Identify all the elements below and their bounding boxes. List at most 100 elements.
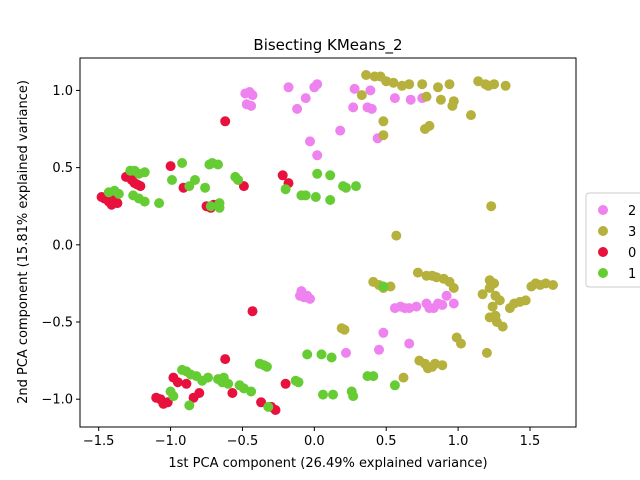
point-series-2 [349,83,360,94]
point-series-1 [325,195,336,205]
point-series-1 [368,371,379,382]
point-series-1 [246,386,257,397]
point-series-2 [441,290,452,301]
point-series-1 [113,188,124,199]
point-series-2 [378,327,389,338]
point-series-3 [424,120,435,131]
x-tick-label: −0.5 [227,434,259,449]
point-series-1 [316,349,327,360]
point-series-0 [280,378,291,389]
point-series-0 [172,377,183,388]
point-series-2 [405,94,416,105]
point-series-1 [326,352,337,363]
y-tick-label: −1.0 [41,393,73,408]
point-series-3 [481,347,492,358]
point-series-1 [300,190,311,201]
point-series-2 [389,93,400,104]
point-series-1 [341,182,351,193]
series-3 [336,70,558,383]
point-series-1 [310,192,321,202]
point-series-0 [181,378,192,389]
point-series-1 [214,202,225,213]
point-series-1 [389,380,400,391]
point-series-1 [217,377,228,388]
point-series-3 [398,372,409,383]
legend: 2 3 0 1 [585,192,640,288]
point-series-3 [489,278,500,289]
point-series-3 [421,91,432,102]
point-series-3 [466,110,476,121]
point-series-0 [220,354,231,365]
point-series-3 [500,80,511,91]
point-series-3 [437,360,448,371]
point-series-1 [348,391,359,402]
point-series-3 [339,324,350,335]
point-series-0 [227,388,238,398]
point-series-3 [378,116,389,127]
point-series-1 [312,168,323,179]
x-tick-label: 0.0 [304,434,325,449]
point-series-3 [497,321,508,332]
point-series-3 [486,201,497,212]
point-series-1 [177,158,188,168]
y-tick-label: 0.0 [52,238,73,253]
point-series-2 [411,301,422,312]
point-series-1 [200,182,211,193]
point-series-2 [348,102,359,113]
point-series-3 [494,295,505,306]
point-series-3 [435,94,446,105]
point-series-3 [385,281,396,292]
y-axis: −1.0 −0.5 0.0 0.5 1.0 [41,84,80,408]
point-series-2 [300,93,311,104]
point-series-3 [520,295,531,306]
point-series-3 [391,230,402,241]
point-series-2 [247,90,258,101]
point-series-1 [318,389,328,400]
point-series-0 [256,397,267,408]
point-series-3 [404,79,415,90]
x-tick-label: 1.0 [448,434,469,449]
chart-title: Bisecting KMeans_2 [253,36,402,55]
point-series-3 [433,82,443,93]
point-series-1 [280,184,291,195]
point-series-3 [378,130,389,141]
point-series-2 [341,347,351,358]
point-series-1 [203,372,213,383]
point-series-2 [312,150,323,161]
legend-label-1: 1 [628,267,636,282]
point-series-1 [328,389,338,400]
points-layer [96,70,558,415]
legend-label-3: 3 [628,225,636,240]
point-series-3 [427,361,438,372]
legend-marker-1 [598,268,608,278]
point-series-1 [261,361,272,372]
point-series-1 [233,175,244,185]
point-series-1 [351,181,361,192]
x-tick-label: −1.0 [155,434,187,449]
y-tick-label: 1.0 [52,84,73,99]
point-series-1 [139,167,150,178]
point-series-0 [135,181,146,192]
series-1 [103,158,400,412]
legend-label-2: 2 [628,204,636,219]
point-series-2 [305,293,315,304]
legend-label-0: 0 [628,246,636,261]
plot-frame [79,57,577,428]
point-series-2 [437,300,448,310]
point-series-2 [365,85,376,96]
point-series-2 [283,82,294,93]
point-series-0 [194,388,205,398]
point-series-3 [417,79,428,90]
point-series-3 [388,77,399,88]
point-series-2 [292,103,303,114]
point-series-1 [302,349,313,360]
point-series-2 [366,103,377,114]
x-tick-label: 1.5 [520,434,541,449]
point-series-1 [154,198,165,209]
point-series-3 [412,267,423,278]
point-series-3 [456,338,466,349]
point-series-3 [487,301,498,312]
point-series-1 [167,175,177,185]
point-series-3 [444,79,455,90]
y-tick-label: 0.5 [52,161,73,176]
